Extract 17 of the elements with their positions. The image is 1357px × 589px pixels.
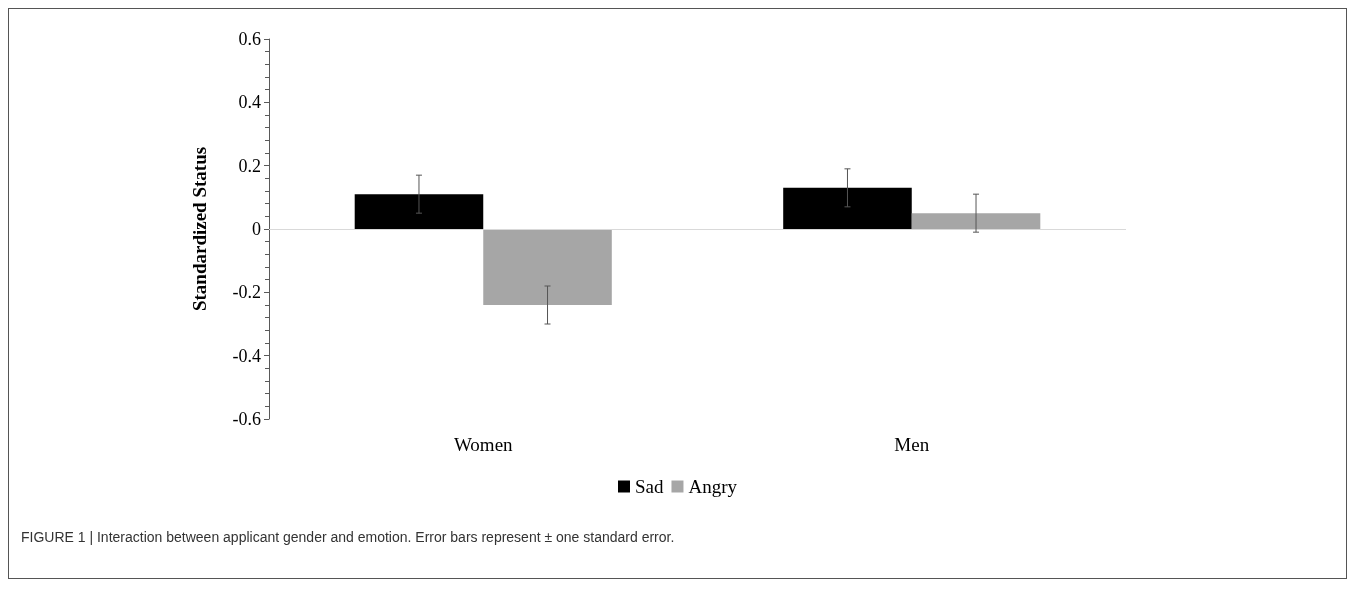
bar — [483, 229, 612, 305]
y-tick-label: 0.6 — [238, 29, 261, 49]
x-tick-label: Men — [894, 434, 930, 455]
y-tick-label: -0.2 — [232, 282, 261, 303]
y-axis-title: Standardized Status — [189, 146, 210, 312]
legend-label: Sad — [634, 476, 664, 497]
bar — [783, 187, 912, 229]
y-tick-label: -0.6 — [232, 409, 261, 429]
y-tick-label: 0.4 — [238, 92, 261, 113]
legend-label: Angry — [688, 476, 738, 497]
caption: FIGURE 1 | Interaction between applicant gender and emotion. Error bars represent ± one standard error. — [21, 529, 675, 545]
y-tick-label: 0 — [252, 219, 261, 239]
y-tick-label: -0.4 — [232, 345, 261, 366]
x-tick-label: Women — [453, 434, 514, 455]
y-tick-label: 0.2 — [238, 155, 261, 176]
bar — [354, 194, 484, 229]
bar — [911, 213, 1041, 229]
